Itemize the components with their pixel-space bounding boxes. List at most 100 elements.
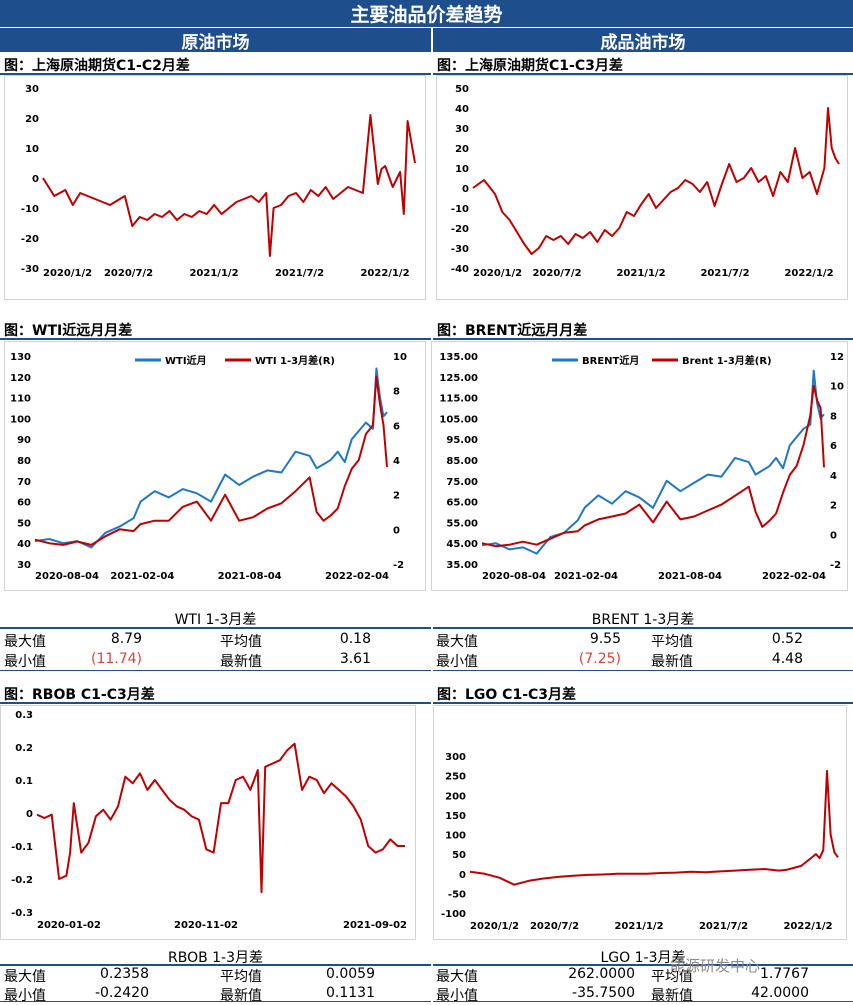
- x-tick-label: 2020/1/2: [473, 268, 522, 279]
- y-tick-label: 110: [10, 394, 31, 405]
- y-tick-label: -10: [451, 204, 469, 215]
- x-tick-label: 2020-01-02: [37, 920, 101, 931]
- chart-sc12: 30 20 10 0 -10 -20 -30 2020/1/2 2020/7/2 2021/1/2…: [21, 84, 416, 279]
- y-tick-label: 50: [455, 84, 469, 95]
- x-tick-label: 2020-11-02: [174, 920, 238, 931]
- avg-label: 平均值: [220, 634, 262, 650]
- y2-tick-label: 6: [393, 421, 400, 432]
- chart-panel-sc12: 30 20 10 0 -10 -20 -30 2020/1/2 2020/7/2 2021/1/2…: [4, 75, 426, 300]
- y2-tick-label: -2: [393, 560, 404, 571]
- chart-brent: 135.00 125.00 115.00 105.00 95.00 85.00 75.00 6…: [439, 352, 844, 582]
- y-tick-label: 85.00: [446, 456, 478, 467]
- last-label: 最新值: [220, 988, 262, 1004]
- y-tick-label: 200: [445, 791, 466, 802]
- y-tick-label: 75.00: [446, 477, 478, 488]
- y2-tick-label: 2: [393, 491, 400, 502]
- y-tick-label: 40: [17, 539, 31, 550]
- series-line-1: [472, 107, 840, 255]
- y-tick-label: -30: [21, 264, 39, 275]
- y2-tick-label: 10: [830, 382, 844, 393]
- stats-rule: [0, 964, 431, 966]
- y-tick-label: 0: [459, 870, 466, 881]
- stats-rule: [433, 1001, 853, 1002]
- x-tick-label: 2020/7/2: [104, 268, 153, 279]
- y-tick-label: -20: [451, 224, 469, 235]
- section-crude: 原油市场: [0, 27, 431, 53]
- chart-title-lgo: 图：LGO C1-C3月差: [437, 687, 577, 703]
- stats-rule: [0, 670, 431, 671]
- x-tick-label: 2020/1/2: [470, 921, 519, 932]
- x-tick-label: 2021/7/2: [700, 268, 749, 279]
- min-value: -35.7500: [572, 985, 635, 1001]
- y-tick-label: 70: [17, 477, 31, 488]
- last-label: 最新值: [651, 988, 693, 1004]
- x-tick-label: 2021/1/2: [614, 921, 663, 932]
- page-title: 主要油品价差趋势: [0, 0, 853, 27]
- avg-value: 0.18: [339, 631, 371, 647]
- max-label: 最大值: [436, 969, 478, 985]
- legend-label-near: WTI近月: [165, 354, 207, 367]
- y-tick-label: 10: [25, 144, 39, 155]
- stats-row-lgo-2: 最小值 -35.7500 最新值 42.0000: [433, 985, 853, 1004]
- y-tick-label: 30: [455, 124, 469, 135]
- min-label: 最小值: [4, 988, 46, 1004]
- y-tick-label: 20: [25, 114, 39, 125]
- chart-panel-brent: 135.00 125.00 115.00 105.00 95.00 85.00 75.00 6…: [431, 341, 848, 591]
- chart-title-sc12: 图：上海原油期货C1-C2月差: [4, 58, 190, 74]
- x-tick-label: 2021-08-04: [658, 571, 722, 582]
- y-tick-label: 105.00: [439, 414, 478, 425]
- y-tick-label: -40: [451, 264, 469, 275]
- chart-title-wti: 图：WTI近远月月差: [4, 323, 133, 339]
- stats-rule: [0, 1001, 431, 1002]
- avg-value: 0.52: [771, 631, 803, 647]
- series-line-1: [34, 367, 388, 549]
- stats-rule: [433, 670, 853, 671]
- x-tick-label: 2022-02-04: [762, 571, 826, 582]
- y-tick-label: 0.2: [15, 743, 33, 754]
- x-tick-label: 2020-08-04: [482, 571, 546, 582]
- y2-tick-label: -2: [830, 560, 841, 571]
- series-line-1: [469, 769, 839, 886]
- series-line-1: [481, 369, 825, 555]
- avg-label: 平均值: [220, 969, 262, 985]
- y-tick-label: 115.00: [439, 394, 478, 405]
- chart-wti: 130 120 110 100 90 80 70 60 50 40 30 10 8 6 4 2 0 -2 2020-…: [10, 352, 407, 582]
- legend-label-spread: WTI 1-3月差(R): [255, 354, 335, 367]
- y-tick-label: 125.00: [439, 373, 478, 384]
- min-value: -0.2420: [94, 985, 149, 1001]
- x-tick-label: 2021-02-04: [110, 571, 174, 582]
- avg-label: 平均值: [651, 634, 693, 650]
- max-value: 262.0000: [568, 966, 635, 982]
- min-label: 最小值: [436, 988, 478, 1004]
- y-tick-label: 80: [17, 456, 31, 467]
- y-tick-label: 90: [17, 435, 31, 446]
- stats-title-rbob: RBOB 1-3月差: [167, 950, 264, 966]
- x-tick-label: 2020/7/2: [532, 268, 581, 279]
- y-tick-label: 120: [10, 373, 31, 384]
- y-tick-label: 300: [445, 752, 466, 763]
- y-tick-label: -0.1: [11, 842, 33, 853]
- y-tick-label: 40: [455, 104, 469, 115]
- avg-value: 0.0059: [326, 966, 375, 982]
- y-tick-label: -0.3: [11, 908, 33, 919]
- watermark: 能源研发中心: [670, 957, 761, 975]
- max-label: 最大值: [4, 634, 46, 650]
- y2-tick-label: 0: [830, 530, 837, 541]
- chart-panel-wti: 130 120 110 100 90 80 70 60 50 40 30 10 8 6 4 2 0 -2 2020-…: [4, 341, 426, 591]
- avg-label: 平均值: [651, 969, 693, 985]
- y-tick-label: -100: [441, 909, 466, 920]
- stats-row-wti-1: 最大值 8.79 平均值 0.18: [0, 631, 431, 650]
- y-tick-label: 30: [17, 560, 31, 571]
- max-label: 最大值: [4, 969, 46, 985]
- y2-tick-label: 8: [830, 411, 837, 422]
- y-tick-label: -10: [21, 204, 39, 215]
- y-tick-label: 30: [25, 84, 39, 95]
- y-tick-label: 55.00: [446, 518, 478, 529]
- stats-title-lgo: LGO 1-3月差: [600, 950, 686, 966]
- chart-title-sc13: 图：上海原油期货C1-C3月差: [437, 58, 623, 74]
- x-tick-label: 2022/1/2: [784, 268, 833, 279]
- chart-sc13: 50 40 30 20 10 0 -10 -20 -30 -40 2020/1/2 2020/7/2 2…: [451, 84, 840, 279]
- stats-rule: [433, 627, 853, 629]
- y-tick-label: -30: [451, 244, 469, 255]
- title-rule: [433, 702, 853, 704]
